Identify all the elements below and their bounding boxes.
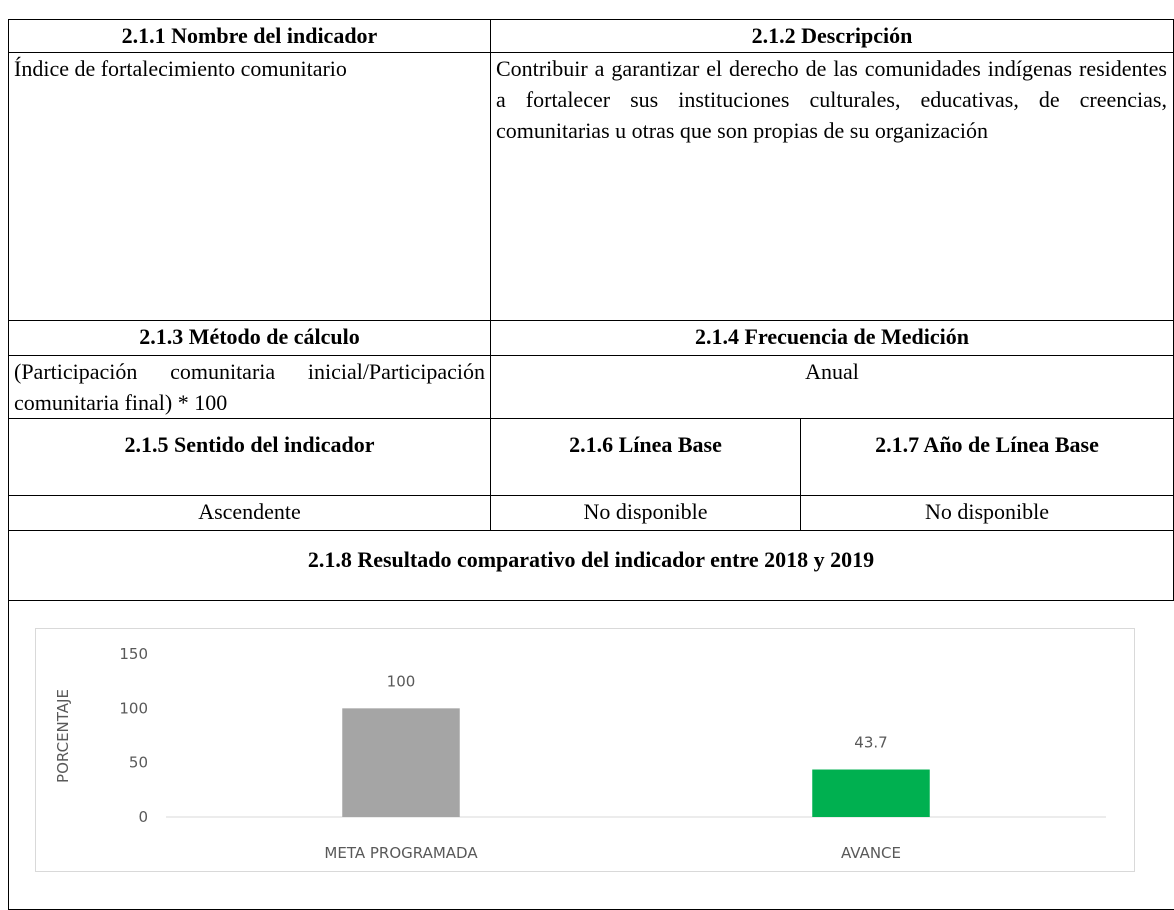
- header-cell: 2.1.4 Frecuencia de Medición: [490, 320, 1174, 356]
- cell: Ascendente: [8, 495, 491, 531]
- data-label: 43.7: [854, 734, 887, 752]
- cell: Contribuir a garantizar el derecho de la…: [490, 52, 1174, 321]
- header-cell: 2.1.1 Nombre del indicador: [8, 19, 491, 53]
- x-tick-label: AVANCE: [841, 844, 901, 862]
- y-tick-label: 150: [119, 645, 148, 663]
- chart: PORCENTAJE 0 50 100 150 META PROGRAMADA 100 AV…: [54, 645, 1106, 862]
- bar: [812, 769, 930, 817]
- cell: Índice de fortalecimiento comunitario: [8, 52, 491, 321]
- y-tick-label: 100: [119, 699, 148, 717]
- header-cell: 2.1.8 Resultado comparativo del indicado…: [8, 530, 1174, 601]
- header-cell: 2.1.6 Línea Base: [490, 418, 801, 496]
- header-cell: 2.1.2 Descripción: [490, 19, 1174, 53]
- chart-frame: PORCENTAJE 0 50 100 150 META PROGRAMADA 100 AV…: [35, 628, 1135, 872]
- x-tick-label: META PROGRAMADA: [324, 844, 478, 862]
- header-cell: 2.1.7 Año de Línea Base: [800, 418, 1174, 496]
- cell: (Participación comunitaria inicial/Parti…: [8, 355, 491, 419]
- bar: [342, 708, 460, 817]
- data-label: 100: [387, 672, 416, 690]
- cell: Anual: [490, 355, 1174, 419]
- cell: No disponible: [800, 495, 1174, 531]
- y-tick-label: 0: [138, 808, 148, 826]
- y-axis-title: PORCENTAJE: [54, 689, 72, 783]
- cell: No disponible: [490, 495, 801, 531]
- header-cell: 2.1.5 Sentido del indicador: [8, 418, 491, 496]
- y-tick-label: 50: [129, 754, 148, 772]
- header-cell: 2.1.3 Método de cálculo: [8, 320, 491, 356]
